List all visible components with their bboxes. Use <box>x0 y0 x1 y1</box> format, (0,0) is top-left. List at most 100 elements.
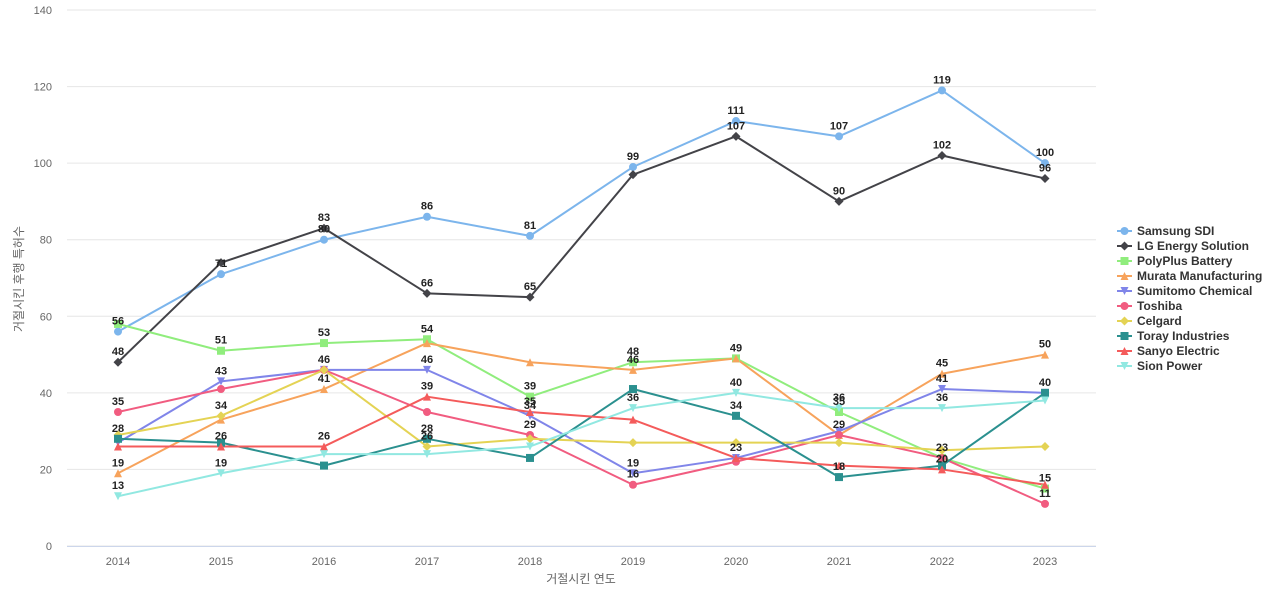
y-tick-label: 60 <box>40 311 52 323</box>
series-line[interactable] <box>117 342 1046 475</box>
data-point <box>114 434 122 443</box>
legend-item[interactable]: Sanyo Electric <box>1117 344 1220 358</box>
data-point <box>217 346 225 355</box>
data-point <box>526 358 534 367</box>
legend-label: Murata Manufacturing <box>1137 269 1262 283</box>
data-label: 90 <box>833 185 845 197</box>
x-tick-label: 2016 <box>312 556 336 568</box>
y-tick-label: 140 <box>34 5 52 17</box>
data-point <box>217 469 225 478</box>
data-point <box>114 327 122 336</box>
data-point <box>217 270 225 279</box>
data-point <box>1040 173 1050 183</box>
data-point <box>938 86 946 95</box>
series-line[interactable] <box>117 368 1046 475</box>
series-line[interactable] <box>117 368 1046 505</box>
data-label: 34 <box>524 400 537 412</box>
legend-item[interactable]: Sion Power <box>1117 359 1203 373</box>
data-point <box>835 132 843 141</box>
data-point <box>320 461 328 470</box>
series-line[interactable] <box>117 135 1046 363</box>
data-point <box>525 292 535 302</box>
axes: 거절시킨 연도 거절시킨 후행 특허수 0 20 40 60 80 100 120 140 20… <box>11 5 1096 586</box>
data-label: 81 <box>524 220 536 232</box>
data-label: 107 <box>830 120 848 132</box>
data-label: 80 <box>318 224 330 236</box>
y-tick-label: 120 <box>34 82 52 94</box>
data-label: 46 <box>318 354 330 366</box>
data-label: 13 <box>112 480 124 492</box>
data-point <box>422 441 432 451</box>
data-label: 23 <box>936 442 948 454</box>
series-line[interactable] <box>117 322 1046 490</box>
data-point <box>1041 350 1049 359</box>
legend-item[interactable]: PolyPlus Battery <box>1117 254 1233 268</box>
data-point <box>732 411 740 420</box>
data-point <box>629 415 637 424</box>
data-point <box>526 453 534 462</box>
legend-marker <box>1120 257 1129 265</box>
data-point <box>526 392 534 401</box>
data-point <box>1041 388 1049 397</box>
data-point <box>938 465 946 474</box>
data-label: 50 <box>1039 339 1051 351</box>
data-label: 99 <box>627 151 639 163</box>
data-label: 54 <box>421 323 434 335</box>
data-label: 35 <box>833 396 845 408</box>
x-tick-label: 2020 <box>724 556 748 568</box>
data-point <box>629 162 637 171</box>
series-line[interactable] <box>117 391 1046 498</box>
data-label: 40 <box>730 377 742 389</box>
legend-item[interactable]: Toray Industries <box>1117 329 1230 343</box>
data-point <box>629 480 637 489</box>
data-point <box>732 388 740 397</box>
series-line[interactable] <box>118 395 1046 486</box>
data-label: 29 <box>833 419 845 431</box>
series-line[interactable] <box>117 388 1046 479</box>
data-point <box>216 411 226 421</box>
series-line[interactable] <box>117 368 1046 452</box>
data-point <box>731 438 741 448</box>
legend-item[interactable]: Sumitomo Chemical <box>1117 284 1252 298</box>
data-label: 19 <box>627 457 639 469</box>
legend-marker <box>1120 316 1129 326</box>
legend-marker <box>1120 287 1129 295</box>
data-label: 65 <box>524 281 536 293</box>
data-point <box>834 438 844 448</box>
data-point <box>835 461 843 470</box>
legend-item[interactable]: Samsung SDI <box>1117 224 1214 238</box>
legend-label: Sion Power <box>1137 359 1203 373</box>
legend-label: Toshiba <box>1137 299 1182 313</box>
y-tick-label: 80 <box>40 235 52 247</box>
data-point <box>216 258 226 268</box>
legend-item[interactable]: Murata Manufacturing <box>1117 269 1262 283</box>
data-label: 100 <box>1036 147 1054 159</box>
data-point <box>114 469 122 478</box>
data-label: 28 <box>421 423 433 435</box>
data-point <box>628 438 638 448</box>
data-label: 36 <box>833 392 845 404</box>
legend-item[interactable]: LG Energy Solution <box>1117 239 1249 253</box>
data-point <box>217 377 225 386</box>
x-tick-label: 2017 <box>415 556 439 568</box>
data-point <box>423 408 431 416</box>
legend-label: Samsung SDI <box>1137 224 1214 238</box>
legend-item[interactable]: Celgard <box>1117 314 1182 328</box>
series-line[interactable] <box>117 89 1046 333</box>
data-label: 46 <box>627 354 639 366</box>
data-label: 15 <box>1039 473 1051 485</box>
data-point <box>629 469 637 478</box>
legend-label: LG Energy Solution <box>1137 239 1249 253</box>
data-label: 41 <box>936 373 948 385</box>
y-axis-title: 거절시킨 후행 특허수 <box>11 226 26 332</box>
data-point <box>938 453 946 462</box>
data-label: 39 <box>421 381 433 393</box>
y-tick-label: 20 <box>40 464 52 476</box>
legend-label: PolyPlus Battery <box>1137 254 1233 268</box>
data-label: 102 <box>933 139 951 151</box>
series-lines <box>117 89 1046 505</box>
data-point <box>423 392 431 401</box>
legend-item[interactable]: Toshiba <box>1117 299 1182 313</box>
